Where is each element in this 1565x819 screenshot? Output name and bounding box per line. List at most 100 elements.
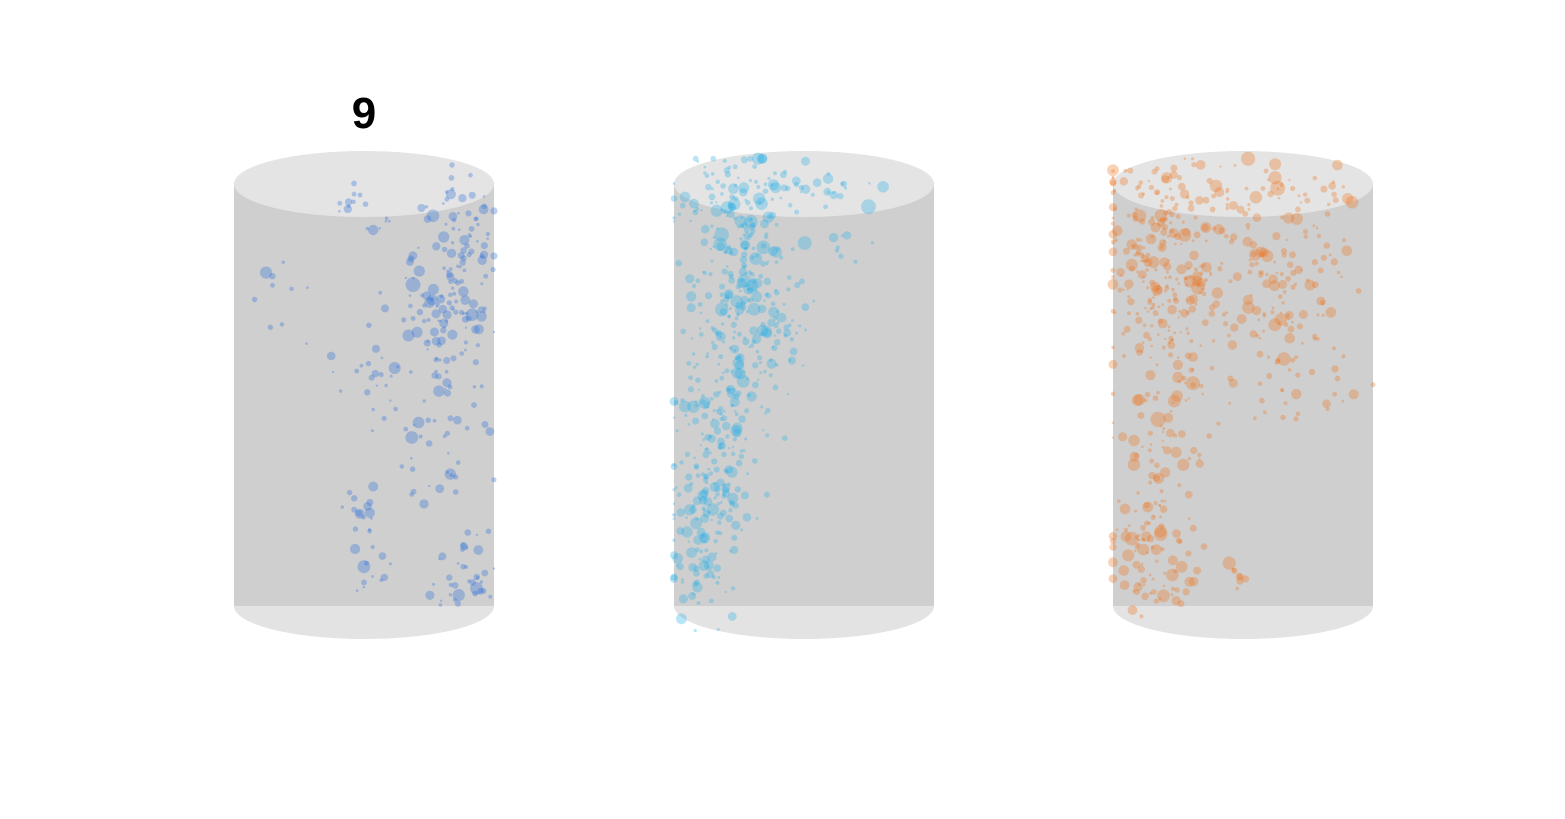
data-point-2-416 <box>695 473 701 478</box>
data-point-3-15 <box>1111 169 1115 173</box>
data-point-2-255 <box>753 288 758 293</box>
data-point-2-231 <box>686 291 697 302</box>
data-point-1-265 <box>475 575 480 580</box>
data-point-3-464 <box>1332 346 1337 351</box>
data-point-1-91 <box>460 295 471 305</box>
data-point-2-563 <box>704 560 714 571</box>
data-point-2-404 <box>730 404 734 408</box>
data-point-3-525 <box>1161 445 1165 449</box>
data-point-2-307 <box>749 343 755 348</box>
data-point-2-84 <box>868 182 871 185</box>
data-point-3-165 <box>1132 243 1139 250</box>
data-point-1-128 <box>426 294 438 306</box>
data-point-1-58 <box>378 227 382 230</box>
data-point-1-171 <box>439 318 449 328</box>
data-point-2-151 <box>751 291 763 303</box>
data-point-3-189 <box>1157 218 1165 227</box>
data-point-3-145 <box>1163 262 1172 271</box>
data-point-3-360 <box>1257 318 1260 322</box>
data-point-1-212 <box>403 426 409 432</box>
data-point-2-532 <box>698 558 702 561</box>
data-point-3-519 <box>1187 517 1191 520</box>
data-point-2-496 <box>721 494 727 499</box>
data-point-1-22 <box>465 210 472 217</box>
data-point-3-293 <box>1303 229 1308 235</box>
data-point-2-178 <box>723 250 727 255</box>
data-point-2-578 <box>840 234 844 238</box>
data-point-2-438 <box>705 481 708 485</box>
data-point-2-100 <box>739 240 749 250</box>
data-point-2-206 <box>740 301 746 307</box>
data-point-2-570 <box>699 532 711 544</box>
data-point-1-17 <box>490 207 498 215</box>
data-point-3-388 <box>1298 310 1308 319</box>
data-point-3-396 <box>1281 301 1285 305</box>
data-point-3-408 <box>1188 367 1194 373</box>
data-point-2-197 <box>749 272 755 277</box>
data-point-3-272 <box>1167 304 1177 315</box>
data-point-3-24 <box>1111 176 1115 179</box>
data-point-3-623 <box>1231 567 1236 573</box>
data-point-2-529 <box>685 516 688 519</box>
data-point-3-548 <box>1154 525 1167 538</box>
data-point-3-269 <box>1189 339 1194 344</box>
data-point-1-45 <box>483 273 489 279</box>
data-point-2-433 <box>734 486 741 493</box>
data-point-3-347 <box>1249 262 1255 268</box>
data-point-1-33 <box>444 196 450 202</box>
data-point-2-358 <box>673 400 679 406</box>
data-point-3-18 <box>1249 191 1263 204</box>
data-point-2-243 <box>699 311 703 315</box>
data-point-3-0 <box>1172 205 1178 212</box>
data-point-3-295 <box>1201 319 1209 327</box>
data-point-3-246 <box>1194 302 1198 306</box>
data-point-1-190 <box>366 322 372 329</box>
data-point-3-481 <box>1190 446 1198 454</box>
data-point-1-252 <box>477 587 485 595</box>
data-point-3-594 <box>1133 582 1143 592</box>
data-point-3-215 <box>1156 287 1160 291</box>
data-point-3-224 <box>1175 277 1179 281</box>
data-point-2-373 <box>736 390 742 396</box>
data-point-1-166 <box>472 359 479 366</box>
data-point-1-2 <box>351 199 356 205</box>
data-point-2-67 <box>747 155 753 162</box>
data-point-3-401 <box>1284 310 1294 320</box>
data-point-1-178 <box>378 371 384 378</box>
data-point-1-289 <box>388 562 392 566</box>
data-point-1-170 <box>442 378 452 388</box>
data-point-1-135 <box>422 303 427 308</box>
data-point-2-80 <box>799 190 803 194</box>
data-point-3-546 <box>1150 515 1156 520</box>
data-point-3-540 <box>1158 503 1162 507</box>
data-point-3-50 <box>1162 217 1166 221</box>
data-point-3-420 <box>1209 365 1215 371</box>
data-point-3-599 <box>1163 571 1167 575</box>
data-point-3-178 <box>1108 247 1118 257</box>
data-point-3-65 <box>1214 187 1225 198</box>
data-point-2-313 <box>724 294 730 300</box>
data-point-3-567 <box>1109 543 1117 551</box>
data-point-2-545 <box>669 574 679 583</box>
data-point-1-253 <box>438 557 441 561</box>
data-point-2-556 <box>676 562 684 571</box>
data-point-1-109 <box>401 317 407 323</box>
data-point-1-147 <box>463 340 468 345</box>
data-point-2-492 <box>713 496 717 500</box>
data-point-3-83 <box>1302 192 1308 197</box>
data-point-2-192 <box>728 307 732 310</box>
data-point-2-455 <box>703 473 710 480</box>
data-point-3-603 <box>1170 593 1174 597</box>
data-point-3-538 <box>1153 501 1158 506</box>
data-point-2-500 <box>721 483 731 493</box>
data-point-2-384 <box>726 387 738 399</box>
data-point-2-222 <box>774 288 777 292</box>
data-point-1-37 <box>490 252 498 260</box>
data-point-1-261 <box>479 580 484 584</box>
data-point-3-439 <box>1176 356 1180 359</box>
data-point-2-244 <box>728 277 735 284</box>
data-point-2-447 <box>689 481 694 486</box>
data-point-2-314 <box>758 361 762 365</box>
data-point-1-285 <box>362 585 366 589</box>
data-point-3-199 <box>1111 275 1115 279</box>
